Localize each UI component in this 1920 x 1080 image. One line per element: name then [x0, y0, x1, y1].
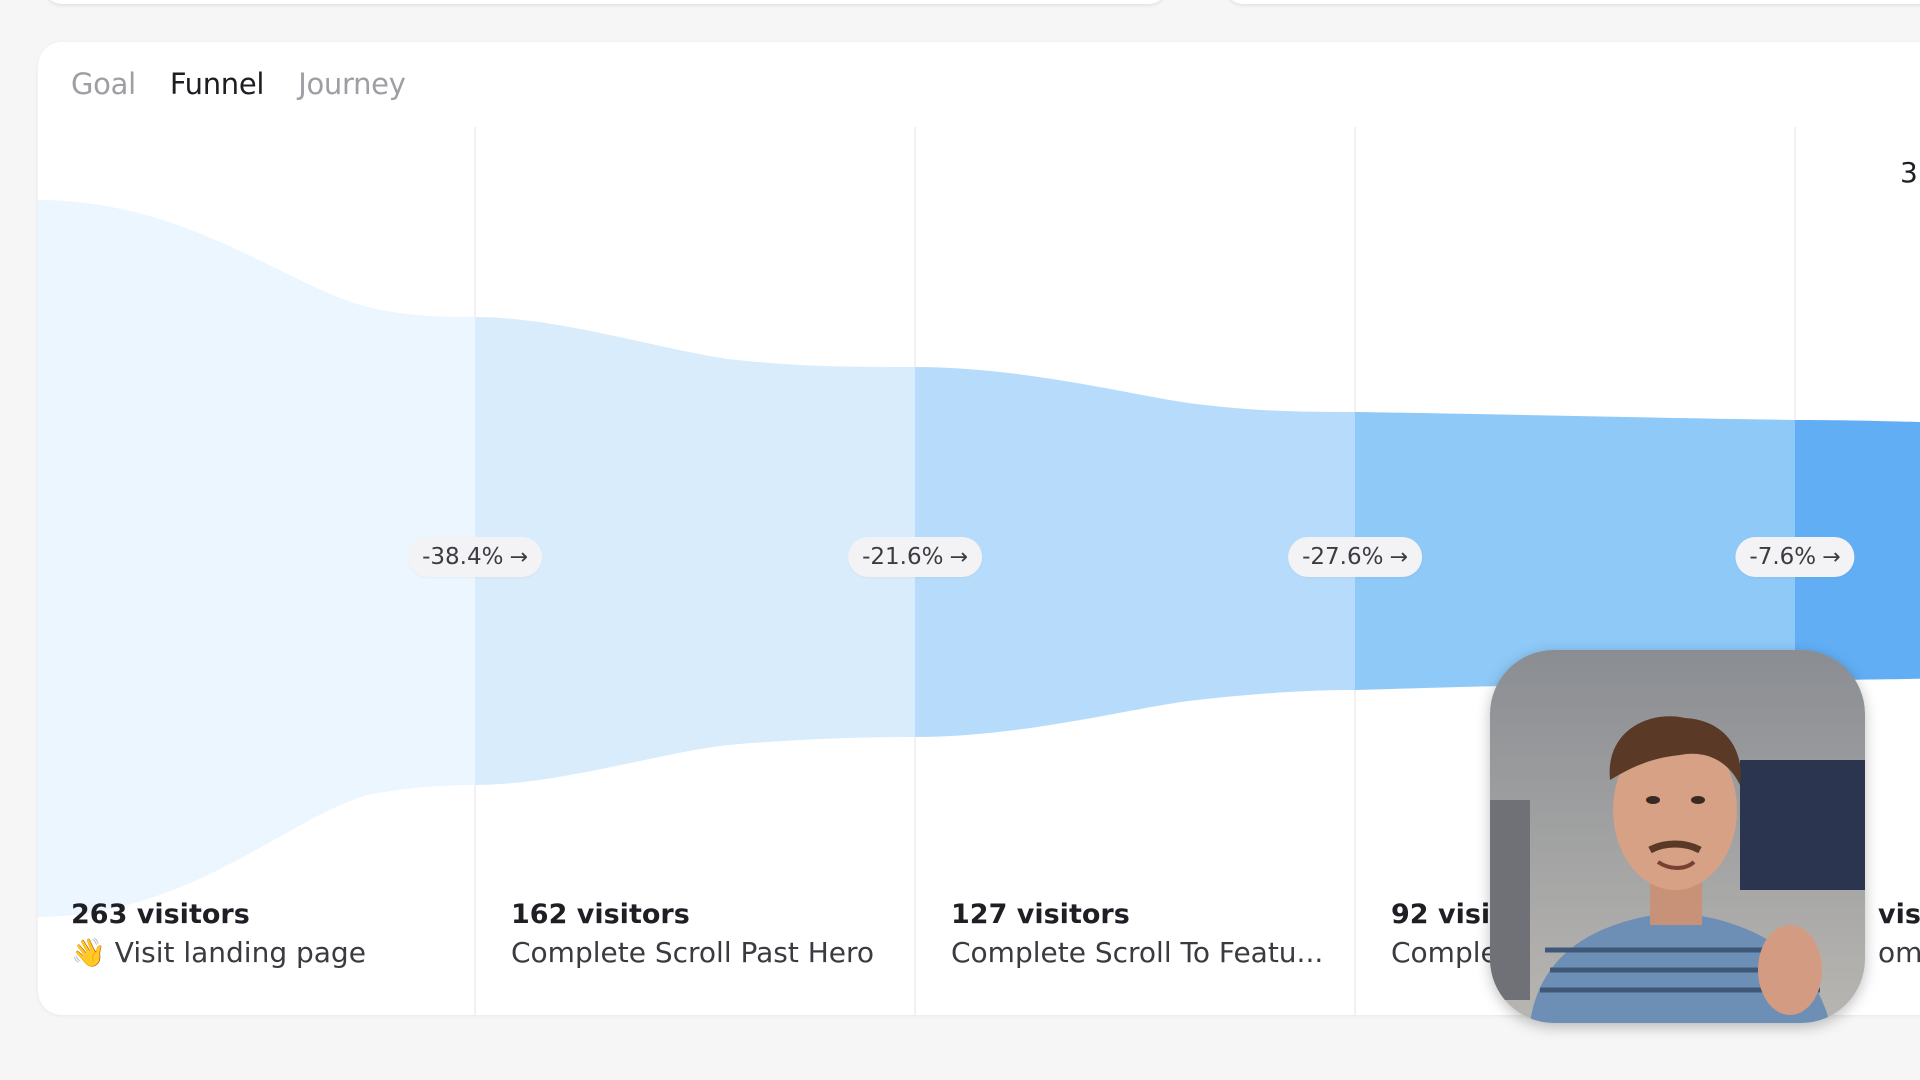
step-label: ompl [1878, 936, 1920, 969]
arrow-right-icon: → [509, 544, 528, 570]
analytics-tabs: Goal Funnel Journey [71, 62, 406, 106]
funnel-card: Goal Funnel Journey -38.4% → -21.6% [38, 42, 1920, 1015]
tab-funnel[interactable]: Funnel [169, 67, 265, 101]
step-label: Visit landing page [114, 936, 366, 969]
presenter-avatar-icon [1490, 650, 1865, 1023]
tab-journey[interactable]: Journey [298, 67, 406, 101]
funnel-step-5[interactable]: visi ompl [1878, 897, 1920, 973]
step-visitor-count: visi [1878, 899, 1920, 930]
drop-off-badge-4[interactable]: -7.6% → [1735, 537, 1855, 577]
top-card-left [44, 0, 1167, 4]
funnel-band-step-4 [1355, 412, 1795, 690]
funnel-chart: -38.4% → -21.6% → -27.6% → -7.6% → [38, 127, 1920, 1015]
drop-off-value: -27.6% [1302, 544, 1384, 570]
funnel-band-step-3 [915, 367, 1355, 737]
arrow-right-icon: → [1389, 544, 1408, 570]
arrow-right-icon: → [949, 544, 968, 570]
funnel-band-step-2 [475, 317, 915, 785]
drop-off-badge-3[interactable]: -27.6% → [1288, 537, 1422, 577]
partial-header-value: 3 [1900, 156, 1918, 189]
drop-off-badge-2[interactable]: -21.6% → [848, 537, 982, 577]
drop-off-value: -21.6% [862, 544, 944, 570]
step-label: Complete Scroll Past Hero [511, 936, 875, 969]
drop-off-badge-1[interactable]: -38.4% → [408, 537, 542, 577]
step-label: Comple [1391, 936, 1498, 969]
presenter-webcam [1490, 650, 1865, 1023]
funnel-band-step-1 [38, 200, 475, 917]
drop-off-value: -38.4% [422, 544, 504, 570]
step-visitor-count: 263 visitors [71, 899, 250, 930]
step-visitor-count: 127 visitors [951, 899, 1130, 930]
step-visitor-count: 92 visit [1391, 899, 1504, 930]
funnel-step-3[interactable]: 127 visitors Complete Scroll To Featu... [951, 897, 1371, 973]
top-card-right [1225, 0, 1920, 4]
funnel-step-4[interactable]: 92 visit Comple [1391, 897, 1531, 973]
step-visitor-count: 162 visitors [511, 899, 690, 930]
funnel-band-step-5 [1795, 420, 1920, 680]
funnel-step-1[interactable]: 263 visitors 👋 Visit landing page [71, 897, 491, 973]
arrow-right-icon: → [1822, 544, 1841, 570]
funnel-step-2[interactable]: 162 visitors Complete Scroll Past Hero [511, 897, 931, 973]
drop-off-value: -7.6% [1749, 544, 1817, 570]
step-label: Complete Scroll To Featu... [951, 936, 1324, 969]
tab-goal[interactable]: Goal [71, 67, 136, 101]
waving-hand-icon: 👋 [71, 936, 106, 969]
